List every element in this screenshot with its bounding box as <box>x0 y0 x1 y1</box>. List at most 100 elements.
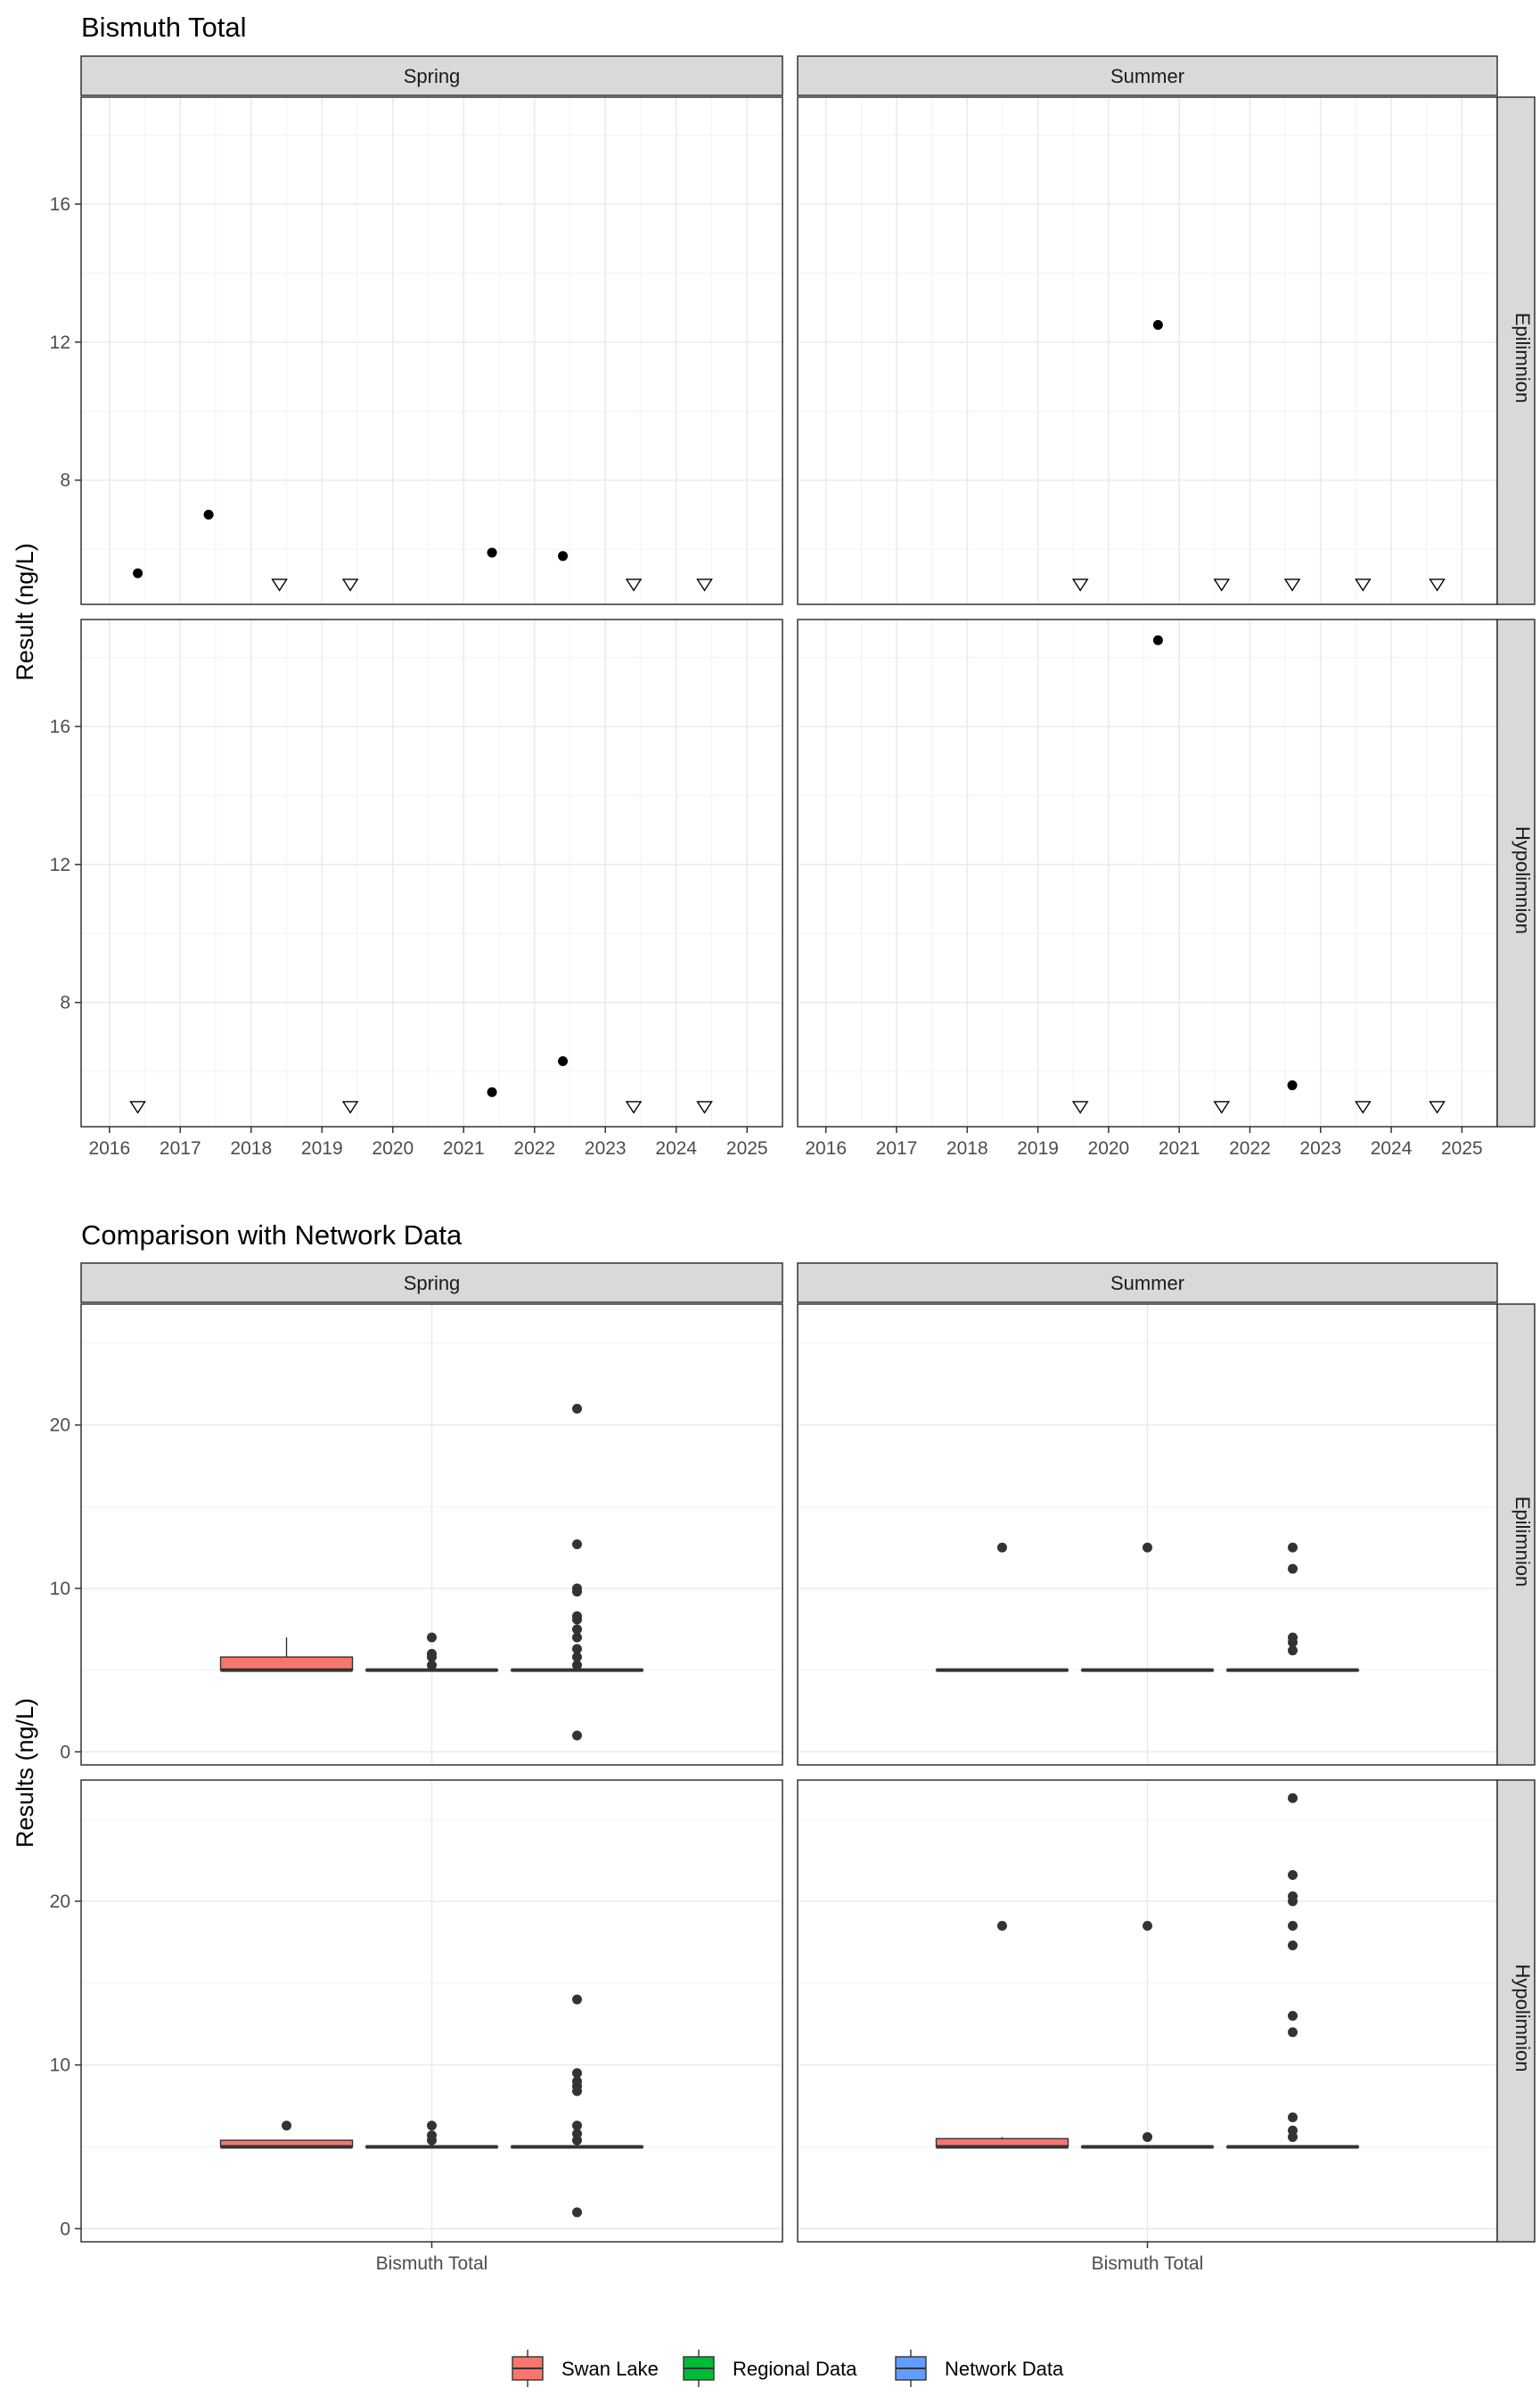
legend-label: Regional Data <box>733 2358 857 2380</box>
outlier-point <box>1288 1542 1298 1553</box>
x-tick-label: 2020 <box>372 1138 414 1159</box>
outlier-point <box>1288 2125 1298 2136</box>
outlier-point <box>572 2121 582 2131</box>
x-tick-label: Bismuth Total <box>376 2253 488 2274</box>
x-tick-label: 2020 <box>1088 1138 1130 1159</box>
outlier-point <box>1288 1563 1298 1574</box>
data-point-below-detection <box>1213 1101 1231 1114</box>
outlier-point <box>1143 1920 1152 1931</box>
outlier-point <box>427 2130 437 2141</box>
y-tick-label: 16 <box>50 717 70 737</box>
strip-right-label: Epilimnion <box>1511 313 1534 404</box>
chart-title: Bismuth Total <box>81 12 247 43</box>
data-point-detected <box>1152 319 1163 330</box>
outlier-point <box>427 1660 437 1670</box>
box-network-data <box>510 1403 644 1741</box>
outlier-point <box>427 2121 437 2131</box>
outlier-point <box>572 1624 582 1635</box>
data-point-below-detection <box>696 1101 713 1114</box>
y-tick-label: 0 <box>60 1742 70 1762</box>
panel-border <box>80 619 783 1128</box>
outlier-point <box>572 2076 582 2087</box>
data-point-detected <box>487 1087 497 1097</box>
panel-summer-epilimnion <box>797 96 1498 605</box>
data-point-below-detection <box>1355 578 1372 592</box>
strip-right-label: Hypolimnion <box>1511 1964 1534 2072</box>
strip-right-hypolimnion: Hypolimnion <box>1496 619 1536 1128</box>
data-point-below-detection <box>1071 1101 1089 1114</box>
legend-item-regional-data: Regional Data <box>683 2350 857 2387</box>
box-swan-lake <box>219 2121 354 2149</box>
outlier-point <box>572 1403 582 1414</box>
panel-spring-hypolimnion <box>80 619 783 1128</box>
box-swan-lake <box>935 1542 1069 1672</box>
outlier-point <box>572 2129 582 2139</box>
x-tick-label: 2021 <box>1159 1138 1200 1159</box>
strip-top-background <box>80 1262 783 1303</box>
strip-right-label: Epilimnion <box>1511 1497 1534 1588</box>
x-tick-label: 2019 <box>1017 1138 1059 1159</box>
outlier-point <box>282 2121 291 2131</box>
strip-top-spring: Spring <box>80 1262 783 1303</box>
data-point-below-detection <box>271 578 288 592</box>
data-point-detected <box>487 547 497 558</box>
box-network-data <box>510 1994 644 2218</box>
outlier-point <box>572 1994 582 2005</box>
x-tick-label: 2021 <box>443 1138 485 1159</box>
data-point-below-detection <box>129 1101 146 1114</box>
strip-top-spring: Spring <box>80 55 783 96</box>
panel-summer-epilimnion <box>797 1303 1498 1766</box>
outlier-point <box>1288 2011 1298 2022</box>
data-point-below-detection <box>341 1101 359 1114</box>
data-point-below-detection <box>696 578 713 592</box>
outlier-point <box>572 1583 582 1594</box>
x-tick-label: Bismuth Total <box>1092 2253 1204 2274</box>
data-point-below-detection <box>1429 1101 1446 1114</box>
outlier-point <box>572 2207 582 2218</box>
strip-top-label: Summer <box>1110 1272 1184 1294</box>
box-regional-data <box>1080 1920 1215 2149</box>
outlier-point <box>1288 1891 1298 1901</box>
x-tick-label: 2025 <box>1441 1138 1483 1159</box>
panel-spring-hypolimnion <box>80 1779 783 2243</box>
strip-top-background <box>797 1262 1498 1303</box>
y-tick-label: 20 <box>50 1415 70 1436</box>
outlier-point <box>1288 1870 1298 1881</box>
strip-top-summer: Summer <box>797 55 1498 96</box>
y-tick-label: 0 <box>60 2219 70 2239</box>
outlier-point <box>1143 1542 1152 1553</box>
outlier-point <box>1143 2131 1152 2142</box>
x-tick-label: 2022 <box>1229 1138 1271 1159</box>
y-axis-title: Result (ng/L) <box>12 543 38 681</box>
x-tick-label: 2024 <box>1371 1138 1413 1159</box>
strip-right-epilimnion: Epilimnion <box>1496 1303 1536 1766</box>
data-point-below-detection <box>1283 578 1301 592</box>
data-point-below-detection <box>1213 578 1231 592</box>
legend-label: Network Data <box>945 2358 1064 2380</box>
y-axis-title: Results (ng/L) <box>12 1698 38 1848</box>
box-iqr <box>219 1656 354 1671</box>
y-tick-label: 8 <box>60 993 70 1013</box>
panel-background <box>81 620 782 1127</box>
outlier-point <box>1288 2112 1298 2122</box>
data-point-detected <box>558 1055 569 1066</box>
outlier-point <box>572 1660 582 1670</box>
panel-background <box>798 97 1497 604</box>
y-tick-label: 10 <box>50 1579 70 1599</box>
chart-bismuth-total: Bismuth Total 8 12 16 8 12 16 2016 2017 2018 2019 2… <box>12 12 1498 1159</box>
y-tick-label: 8 <box>60 471 70 491</box>
chart-title: Comparison with Network Data <box>81 1219 463 1251</box>
legend-label: Swan Lake <box>561 2358 659 2380</box>
outlier-point <box>1288 2027 1298 2038</box>
outlier-point <box>572 1730 582 1741</box>
outlier-point <box>427 1648 437 1659</box>
panel-border <box>80 96 783 605</box>
x-tick-label: 2024 <box>655 1138 697 1159</box>
chart-network-comparison: Comparison with Network Data 0 10 20 0 10 20 Bi… <box>12 1219 1498 2387</box>
x-tick-label: 2018 <box>946 1138 988 1159</box>
data-point-below-detection <box>1429 578 1446 592</box>
outlier-point <box>1288 1793 1298 1803</box>
panel-background <box>798 620 1497 1127</box>
outlier-point <box>572 1632 582 1643</box>
outlier-point <box>572 1652 582 1662</box>
